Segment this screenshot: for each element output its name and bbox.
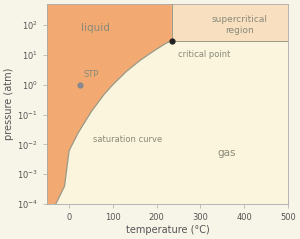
X-axis label: temperature (°C): temperature (°C)	[126, 225, 209, 235]
Y-axis label: pressure (atm): pressure (atm)	[4, 68, 14, 140]
Text: liquid: liquid	[81, 23, 110, 33]
Text: critical point: critical point	[178, 50, 231, 59]
Text: saturation curve: saturation curve	[93, 135, 162, 144]
Text: gas: gas	[218, 148, 236, 158]
Text: supercritical
region: supercritical region	[212, 15, 268, 35]
Polygon shape	[172, 4, 288, 41]
Polygon shape	[47, 4, 172, 220]
Text: STP: STP	[83, 71, 99, 79]
